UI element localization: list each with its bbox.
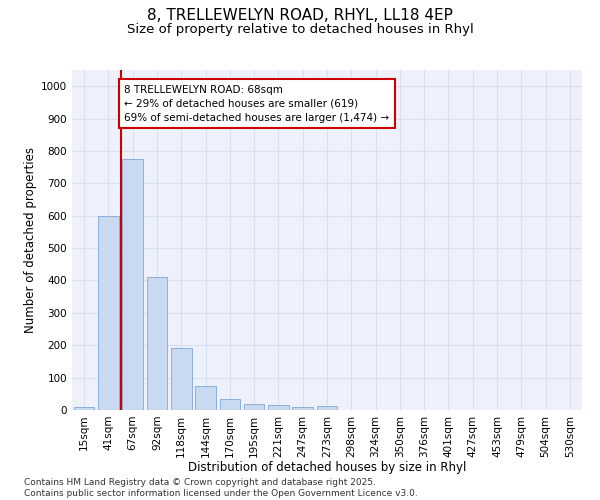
Text: Contains HM Land Registry data © Crown copyright and database right 2025.
Contai: Contains HM Land Registry data © Crown c… bbox=[24, 478, 418, 498]
Bar bbox=[74, 407, 94, 410]
Text: 8, TRELLEWELYN ROAD, RHYL, LL18 4EP: 8, TRELLEWELYN ROAD, RHYL, LL18 4EP bbox=[147, 8, 453, 22]
Bar bbox=[122, 159, 143, 410]
Bar bbox=[220, 398, 240, 410]
X-axis label: Distribution of detached houses by size in Rhyl: Distribution of detached houses by size … bbox=[188, 461, 466, 474]
Bar bbox=[171, 348, 191, 410]
Bar bbox=[292, 407, 313, 410]
Bar bbox=[98, 216, 119, 410]
Bar bbox=[317, 406, 337, 410]
Y-axis label: Number of detached properties: Number of detached properties bbox=[24, 147, 37, 333]
Bar bbox=[268, 405, 289, 410]
Bar bbox=[195, 386, 216, 410]
Bar bbox=[244, 404, 265, 410]
Bar bbox=[146, 277, 167, 410]
Text: 8 TRELLEWELYN ROAD: 68sqm
← 29% of detached houses are smaller (619)
69% of semi: 8 TRELLEWELYN ROAD: 68sqm ← 29% of detac… bbox=[124, 84, 389, 122]
Text: Size of property relative to detached houses in Rhyl: Size of property relative to detached ho… bbox=[127, 22, 473, 36]
